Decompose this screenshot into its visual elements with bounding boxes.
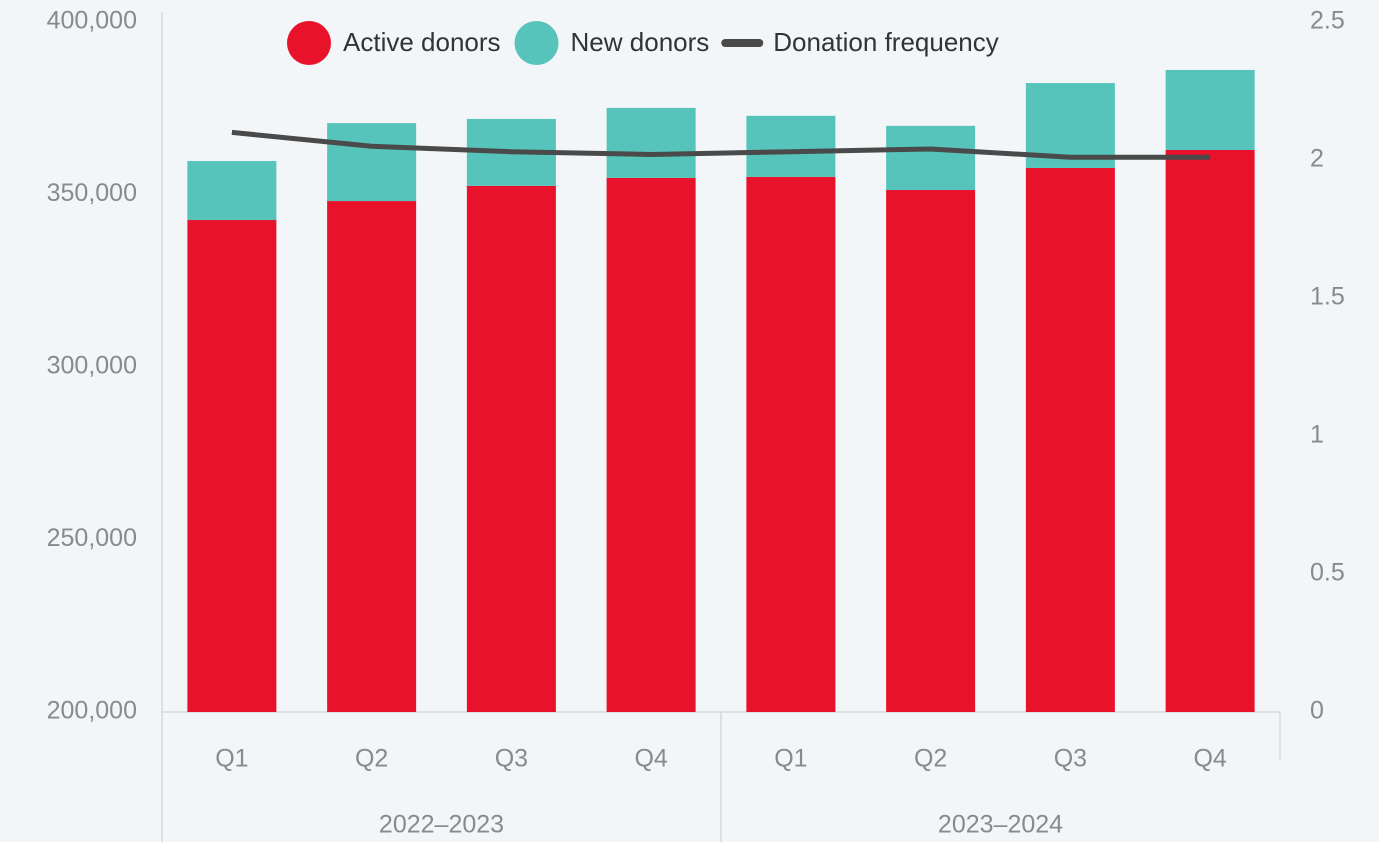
bar-segment bbox=[746, 176, 836, 712]
y-tick-label: 200,000 bbox=[47, 697, 137, 725]
x-tick-label: Q4 bbox=[1193, 745, 1226, 773]
bar-segment bbox=[746, 115, 836, 177]
x-tick-label: Q4 bbox=[634, 745, 667, 773]
y2-tick-label: 1 bbox=[1310, 421, 1324, 449]
line-series bbox=[231, 129, 1211, 160]
y2-tick-label: 2 bbox=[1310, 145, 1324, 173]
legend-label: New donors bbox=[571, 27, 710, 57]
bar-segment bbox=[1025, 167, 1115, 712]
x-tick-label: Q1 bbox=[774, 745, 807, 773]
legend-label: Active donors bbox=[343, 27, 501, 57]
legend-item: New donors bbox=[514, 21, 710, 65]
y-tick-label: 350,000 bbox=[47, 179, 137, 207]
y2-tick-label: 0 bbox=[1310, 697, 1324, 725]
bar-segment bbox=[187, 161, 277, 221]
x-tick-label: Q2 bbox=[355, 745, 388, 773]
bar-segment bbox=[187, 220, 277, 712]
bar-segment bbox=[606, 107, 696, 178]
legend-swatch bbox=[287, 21, 331, 65]
x-tick-label: Q2 bbox=[914, 745, 947, 773]
legend-item: Donation frequency bbox=[721, 27, 999, 57]
legend-item: Active donors bbox=[287, 21, 501, 65]
bar-segment bbox=[606, 177, 696, 712]
legend-label: Donation frequency bbox=[773, 27, 998, 57]
x-tick-label: Q1 bbox=[215, 745, 248, 773]
y-tick-label: 250,000 bbox=[47, 524, 137, 552]
y-tick-label: 400,000 bbox=[47, 7, 137, 35]
x-tick-label: Q3 bbox=[495, 745, 528, 773]
bar-segment bbox=[886, 125, 976, 191]
bar-segment bbox=[327, 201, 417, 712]
y2-tick-label: 2.5 bbox=[1310, 7, 1345, 35]
bar-segment bbox=[1165, 69, 1255, 150]
legend-swatch bbox=[514, 21, 559, 65]
y2-tick-label: 0.5 bbox=[1310, 559, 1345, 587]
bar-segment bbox=[1165, 149, 1255, 712]
x-group-label: 2022–2023 bbox=[379, 811, 504, 839]
y-tick-label: 300,000 bbox=[47, 352, 137, 380]
bar-segment bbox=[886, 190, 976, 712]
x-group-label: 2023–2024 bbox=[938, 811, 1063, 839]
bar-segment bbox=[466, 185, 556, 712]
y2-tick-label: 1.5 bbox=[1310, 283, 1345, 311]
legend: Active donors New donors Donation frequenc… bbox=[287, 21, 999, 65]
bar-segment bbox=[327, 123, 417, 202]
x-tick-label: Q3 bbox=[1054, 745, 1087, 773]
